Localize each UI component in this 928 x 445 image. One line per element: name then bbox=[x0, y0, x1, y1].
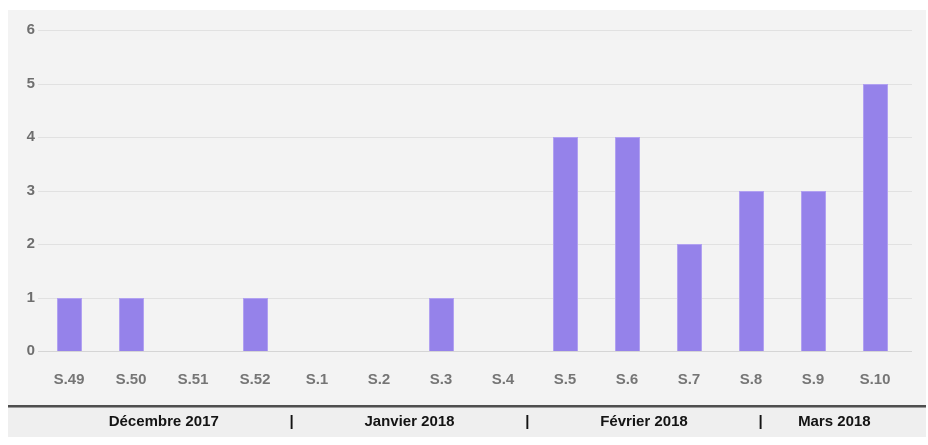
bar-cell bbox=[100, 10, 162, 351]
gridline bbox=[38, 244, 912, 245]
y-tick-label: 1 bbox=[26, 288, 35, 306]
bar-series bbox=[38, 10, 906, 351]
x-tick-label: S.50 bbox=[115, 371, 147, 388]
x-tick-label: S.3 bbox=[429, 371, 453, 388]
month-separator: | bbox=[289, 413, 294, 430]
y-tick-label: 3 bbox=[26, 181, 35, 199]
month-label: Janvier 2018 bbox=[364, 413, 455, 430]
y-tick-label: 0 bbox=[26, 342, 35, 359]
x-tick-label: S.51 bbox=[177, 371, 209, 388]
axis-separator-line bbox=[8, 405, 926, 408]
bar bbox=[800, 190, 826, 351]
x-tick-label: S.5 bbox=[553, 371, 577, 388]
bar bbox=[676, 244, 702, 351]
bar-cell bbox=[38, 10, 100, 351]
x-tick-label: S.2 bbox=[367, 371, 391, 388]
month-label: Mars 2018 bbox=[798, 413, 871, 430]
bar-cell bbox=[534, 10, 596, 351]
x-tick-label: S.7 bbox=[677, 371, 701, 388]
month-label: Février 2018 bbox=[600, 413, 688, 430]
x-tick-label: S.1 bbox=[305, 371, 329, 388]
month-label: Décembre 2017 bbox=[108, 413, 219, 430]
gridline bbox=[38, 83, 912, 85]
x-axis-labels: S.49 S.50 S.51 S.52 S.1 S.2 S.3 S.4 S.5 S.6 S.7 S.8… bbox=[38, 351, 906, 403]
bar-cell bbox=[844, 10, 906, 351]
bar-cell bbox=[658, 10, 720, 351]
bar bbox=[118, 297, 144, 351]
bar-cell bbox=[162, 10, 224, 351]
bar-cell bbox=[782, 10, 844, 351]
gridline bbox=[38, 137, 912, 138]
bar bbox=[428, 297, 454, 351]
bar-cell bbox=[286, 10, 348, 351]
y-tick-label: 6 bbox=[26, 21, 35, 38]
baseline-gridline bbox=[38, 351, 912, 352]
x-tick-label: S.52 bbox=[239, 371, 271, 388]
x-tick-label: S.49 bbox=[53, 371, 85, 388]
x-tick-label: S.4 bbox=[491, 371, 515, 388]
gridline bbox=[38, 30, 912, 31]
bar bbox=[56, 297, 82, 351]
bar-cell bbox=[224, 10, 286, 351]
x-tick-label: S.6 bbox=[615, 371, 639, 388]
y-tick-label: 4 bbox=[26, 128, 35, 145]
bar bbox=[862, 83, 888, 351]
y-tick-label: 5 bbox=[26, 74, 35, 92]
bar bbox=[242, 297, 268, 351]
plot-area: 0 1 2 3 4 5 6 bbox=[8, 10, 926, 359]
bar bbox=[552, 137, 578, 351]
bar-cell bbox=[596, 10, 658, 351]
gridline bbox=[38, 190, 912, 192]
bar-cell bbox=[348, 10, 410, 351]
month-separator: | bbox=[758, 413, 763, 430]
y-tick-label: 2 bbox=[26, 235, 35, 252]
x-tick-label: S.9 bbox=[801, 371, 825, 388]
month-band: Décembre 2017 | Janvier 2018 | Février 2018 |… bbox=[8, 408, 926, 437]
bar bbox=[738, 190, 764, 351]
x-tick-label: S.10 bbox=[859, 371, 891, 388]
gridline bbox=[38, 297, 912, 299]
x-tick-label: S.8 bbox=[739, 371, 763, 388]
bar bbox=[614, 137, 640, 351]
month-separator: | bbox=[525, 413, 530, 430]
bar-cell bbox=[472, 10, 534, 351]
bar-cell bbox=[410, 10, 472, 351]
bar-cell bbox=[720, 10, 782, 351]
